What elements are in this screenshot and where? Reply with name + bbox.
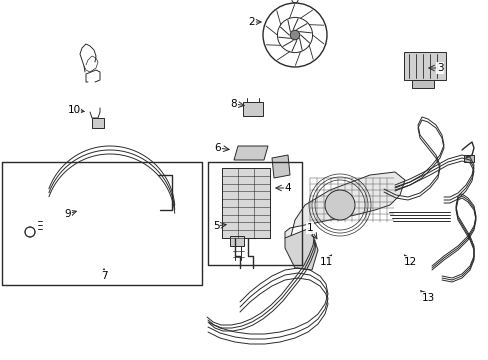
Polygon shape bbox=[403, 52, 445, 80]
Text: 10: 10 bbox=[67, 105, 81, 115]
Text: 6: 6 bbox=[214, 143, 221, 153]
Text: 2: 2 bbox=[248, 17, 255, 27]
Polygon shape bbox=[285, 172, 404, 240]
Text: 9: 9 bbox=[64, 209, 71, 219]
Text: 12: 12 bbox=[403, 257, 416, 267]
Text: 1: 1 bbox=[306, 223, 313, 233]
Polygon shape bbox=[243, 102, 263, 116]
Text: 11: 11 bbox=[319, 257, 332, 267]
Text: 3: 3 bbox=[436, 63, 443, 73]
Polygon shape bbox=[92, 118, 104, 128]
Polygon shape bbox=[285, 228, 317, 270]
Polygon shape bbox=[234, 146, 267, 160]
Polygon shape bbox=[222, 168, 269, 238]
Polygon shape bbox=[463, 155, 473, 162]
Text: 7: 7 bbox=[101, 271, 107, 281]
Text: 4: 4 bbox=[284, 183, 291, 193]
Text: 13: 13 bbox=[421, 293, 434, 303]
Polygon shape bbox=[411, 80, 433, 88]
Circle shape bbox=[289, 30, 299, 40]
Text: 8: 8 bbox=[230, 99, 237, 109]
Polygon shape bbox=[229, 236, 244, 246]
Polygon shape bbox=[271, 155, 289, 178]
Text: 5: 5 bbox=[212, 221, 219, 231]
Circle shape bbox=[325, 190, 354, 220]
